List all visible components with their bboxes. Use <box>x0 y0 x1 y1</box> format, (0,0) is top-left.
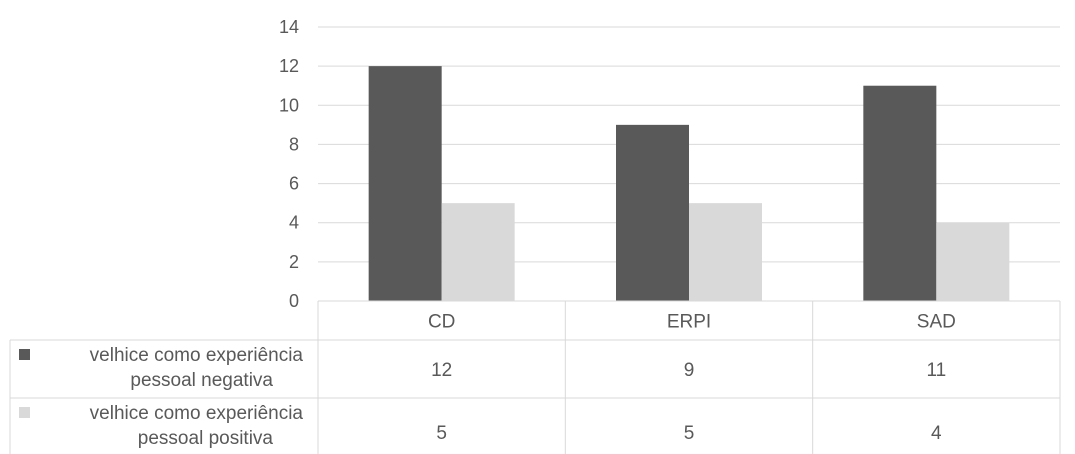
bar-erpi-series-1 <box>616 124 689 301</box>
y-tick-label: 8 <box>289 134 299 154</box>
bar-sad-series-2 <box>936 222 1010 301</box>
y-tick-label: 2 <box>289 252 299 272</box>
table-value: 5 <box>684 423 695 444</box>
legend-key-series-2 <box>19 407 30 418</box>
series-name-line: velhice como experiência <box>90 345 304 366</box>
series-name-line: pessoal positiva <box>138 428 274 449</box>
legend-key-series-1 <box>19 349 30 360</box>
y-tick-label: 14 <box>279 17 299 37</box>
bar-sad-series-1 <box>863 85 937 301</box>
bar-erpi-series-2 <box>689 203 762 301</box>
table-value: 5 <box>436 423 447 444</box>
y-tick-label: 10 <box>279 95 299 115</box>
y-tick-label: 0 <box>289 291 299 311</box>
category-label: CD <box>428 312 455 333</box>
y-tick-label: 4 <box>289 213 299 233</box>
y-axis-ticks: 0 2 4 6 8 10 12 14 <box>279 17 299 311</box>
series-name-line: pessoal negativa <box>130 370 273 391</box>
bar-cd-series-2 <box>441 203 515 301</box>
y-tick-label: 6 <box>289 174 299 194</box>
table-value: 11 <box>926 360 946 381</box>
y-tick-label: 12 <box>279 56 299 76</box>
category-label: SAD <box>917 312 956 333</box>
bar-cd-series-1 <box>368 66 442 302</box>
bars <box>368 66 1010 302</box>
table-value: 4 <box>931 423 942 444</box>
data-table: CD ERPI SAD velhice como experiência pessoal… <box>9 300 1061 454</box>
table-value: 12 <box>431 360 452 381</box>
series-name-line: velhice como experiência <box>90 403 304 424</box>
category-label: ERPI <box>667 312 711 333</box>
table-value: 9 <box>684 360 695 381</box>
